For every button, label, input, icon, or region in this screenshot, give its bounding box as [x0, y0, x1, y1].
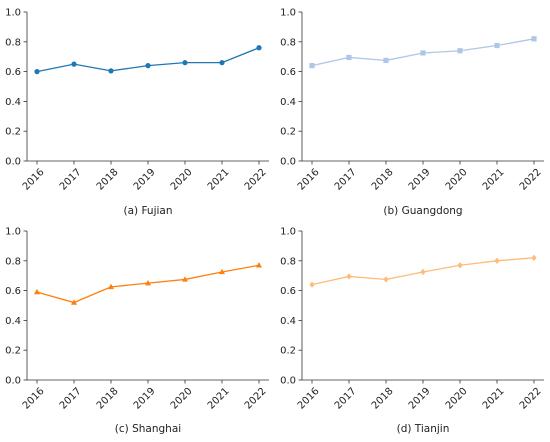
y-tick-label: 0.4 [280, 316, 296, 327]
chart-caption: (a) Fujian [123, 205, 172, 217]
data-point [494, 42, 500, 49]
x-tick-label: 2021 [206, 386, 232, 412]
data-point [346, 54, 352, 61]
data-point [457, 48, 463, 54]
x-tick-label: 2019 [407, 167, 433, 193]
x-tick-label: 2018 [95, 386, 121, 412]
x-tick-label: 2017 [333, 167, 359, 193]
x-tick-label: 2019 [132, 167, 158, 193]
data-point [420, 50, 426, 56]
data-point [531, 36, 537, 42]
chart-caption: (d) Tianjin [397, 423, 450, 435]
data-point [34, 69, 40, 75]
y-tick-label: 0.0 [280, 157, 296, 168]
y-tick-label: 0.0 [5, 157, 21, 168]
chart-panel-1: 0.0 0.2 0.4 0.6 0.8 1.0 2016 2017 2018 2019 2020 20… [5, 8, 269, 217]
y-tick-label: 1.0 [280, 8, 296, 19]
y-tick-label: 0.0 [5, 376, 21, 387]
chart-panel-4: 0.0 0.2 0.4 0.6 0.8 1.0 2016 2017 2018 2019 2020 20… [280, 227, 544, 435]
data-point [383, 57, 389, 64]
x-tick-label: 2017 [333, 386, 359, 412]
x-tick-label: 2018 [95, 167, 121, 193]
y-tick-label: 0.8 [5, 37, 21, 48]
x-tick-label: 2016 [21, 386, 47, 412]
data-point [34, 288, 40, 295]
x-tick-label: 2020 [444, 167, 470, 193]
x-tick-label: 2016 [21, 167, 47, 193]
data-point [383, 276, 389, 283]
chart-panel-2: 0.0 0.2 0.4 0.6 0.8 1.0 2016 2017 2018 2019 2020 20… [280, 8, 544, 217]
y-tick-label: 0.6 [5, 286, 21, 297]
x-tick-label: 2019 [132, 386, 158, 412]
x-tick-label: 2020 [169, 167, 195, 193]
y-tick-label: 0.2 [280, 127, 296, 138]
y-tick-label: 0.8 [280, 37, 296, 48]
x-tick-label: 2018 [370, 386, 396, 412]
y-tick-label: 0.4 [5, 316, 21, 327]
data-point [309, 63, 315, 69]
x-tick-label: 2021 [481, 386, 507, 412]
y-tick-label: 0.4 [5, 97, 21, 108]
x-tick-label: 2022 [243, 386, 269, 412]
x-tick-label: 2018 [370, 167, 396, 193]
data-point [219, 60, 225, 66]
x-tick-label: 2020 [169, 386, 195, 412]
y-tick-label: 0.2 [5, 127, 21, 138]
y-tick-label: 1.0 [280, 227, 296, 238]
y-tick-label: 1.0 [5, 8, 21, 19]
data-point [108, 68, 114, 74]
data-point [420, 268, 426, 276]
y-tick-label: 0.2 [280, 346, 296, 357]
x-tick-label: 2019 [407, 386, 433, 412]
data-point [309, 281, 315, 288]
y-tick-label: 0.6 [280, 286, 296, 297]
data-point [346, 273, 352, 280]
x-tick-label: 2020 [444, 386, 470, 412]
chart-panel-3: 0.0 0.2 0.4 0.6 0.8 1.0 2016 2017 2018 2019 2020 20… [5, 227, 269, 435]
y-tick-label: 0.2 [5, 346, 21, 357]
x-tick-label: 2021 [481, 167, 507, 193]
data-point [182, 276, 188, 282]
x-tick-label: 2017 [58, 386, 84, 412]
x-tick-label: 2021 [206, 167, 232, 193]
y-tick-label: 0.6 [280, 67, 296, 78]
data-point [145, 279, 151, 286]
data-point [256, 262, 262, 268]
y-tick-label: 1.0 [5, 227, 21, 238]
data-point [457, 262, 463, 269]
y-tick-label: 0.8 [5, 256, 21, 267]
data-point [219, 268, 225, 275]
data-point [108, 283, 114, 290]
x-tick-label: 2022 [518, 386, 544, 412]
data-point [494, 257, 500, 264]
data-point [182, 60, 188, 66]
data-point [256, 45, 262, 51]
x-tick-label: 2022 [243, 167, 269, 193]
chart-caption: (b) Guangdong [383, 205, 462, 217]
x-tick-label: 2016 [296, 167, 322, 193]
x-tick-label: 2017 [58, 167, 84, 193]
data-point [71, 61, 77, 67]
x-tick-label: 2016 [296, 386, 322, 412]
data-point [145, 63, 151, 69]
y-tick-label: 0.4 [280, 97, 296, 108]
data-point [71, 299, 77, 305]
y-tick-label: 0.0 [280, 376, 296, 387]
y-tick-label: 0.8 [280, 256, 296, 267]
y-tick-label: 0.6 [5, 67, 21, 78]
data-point [531, 254, 537, 262]
x-tick-label: 2022 [518, 167, 544, 193]
chart-caption: (c) Shanghai [115, 423, 181, 435]
